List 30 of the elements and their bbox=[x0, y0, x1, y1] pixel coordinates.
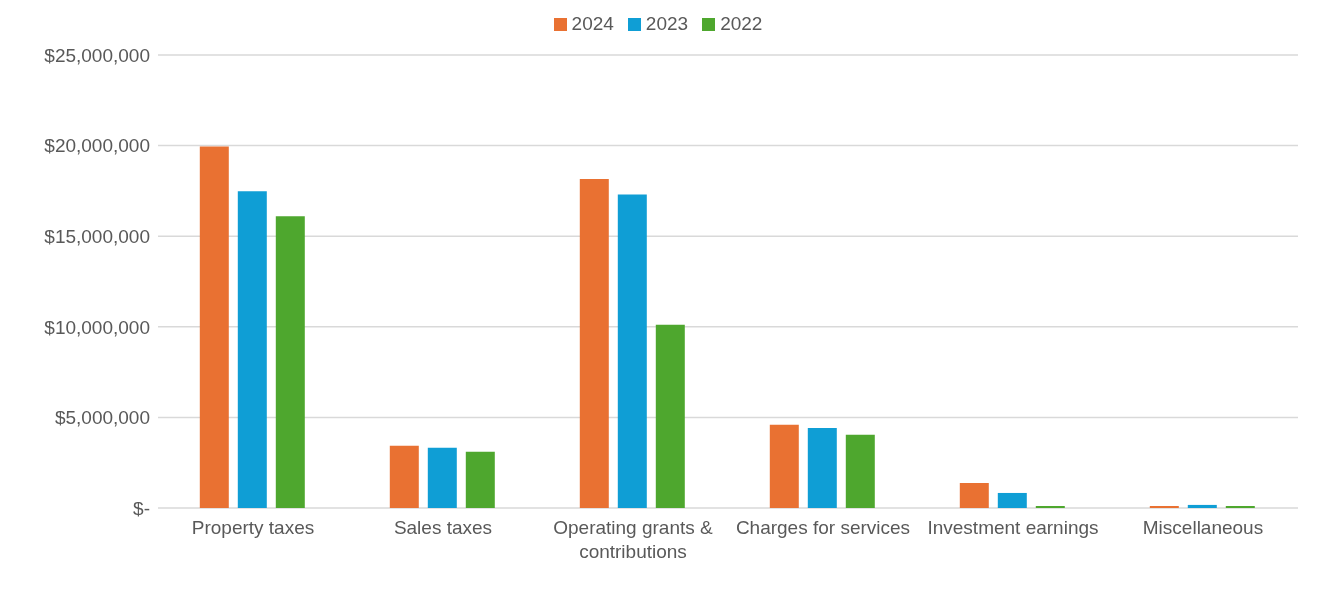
x-tick-label: Property taxes bbox=[191, 517, 315, 538]
bar bbox=[579, 179, 609, 508]
bar bbox=[275, 216, 305, 508]
y-tick-label: $- bbox=[133, 497, 150, 519]
x-tick-label: Investment earnings bbox=[927, 517, 1099, 538]
legend-label: 2024 bbox=[570, 13, 614, 35]
bar bbox=[617, 194, 647, 508]
bar bbox=[845, 434, 875, 508]
bar bbox=[237, 191, 267, 508]
y-tick-label: $25,000,000 bbox=[44, 44, 150, 66]
bar bbox=[959, 482, 989, 508]
bar bbox=[807, 427, 837, 508]
y-tick-label: $10,000,000 bbox=[44, 316, 150, 338]
bar bbox=[997, 492, 1027, 508]
x-tick-label: Operating grants & contributions bbox=[553, 517, 714, 562]
legend-label: 2022 bbox=[719, 13, 763, 35]
bar bbox=[199, 146, 229, 508]
y-tick-label: $5,000,000 bbox=[54, 407, 150, 429]
x-tick-label: Charges for services bbox=[735, 517, 911, 538]
bar bbox=[1187, 504, 1217, 508]
bar bbox=[769, 424, 799, 508]
bar bbox=[655, 324, 685, 508]
bar bbox=[427, 447, 457, 508]
y-tick-label: $15,000,000 bbox=[44, 225, 150, 247]
x-tick-label: Miscellaneous bbox=[1142, 517, 1264, 538]
legend-label: 2023 bbox=[644, 13, 689, 35]
x-tick-label: Sales taxes bbox=[393, 517, 493, 538]
bar bbox=[465, 451, 495, 508]
bar bbox=[389, 445, 419, 508]
y-tick-label: $20,000,000 bbox=[44, 135, 150, 157]
